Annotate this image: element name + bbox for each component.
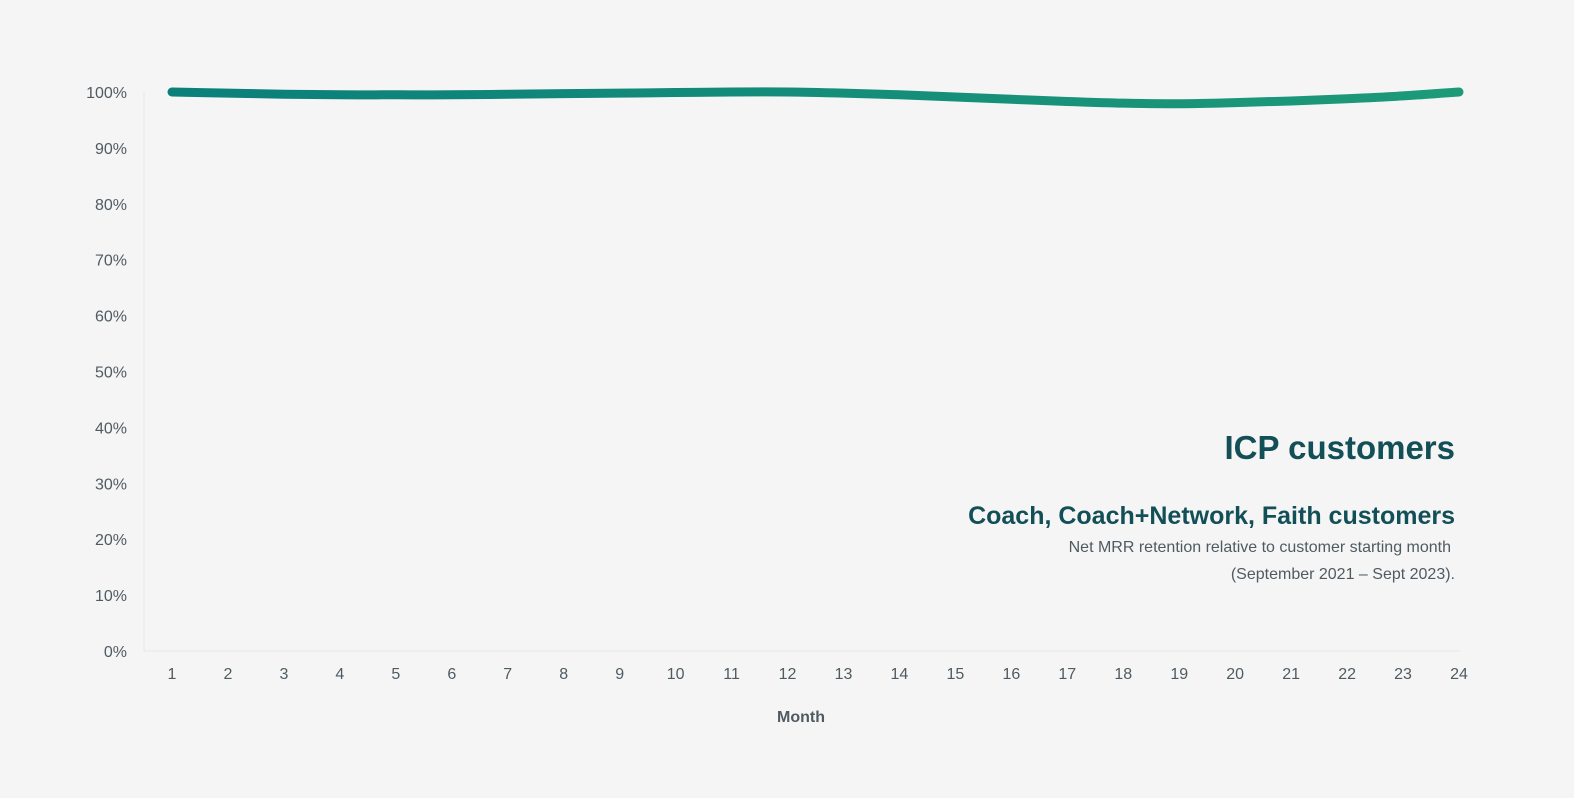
x-tick-label: 20 <box>1226 666 1244 683</box>
x-tick-label: 5 <box>391 666 400 683</box>
y-tick-label: 40% <box>95 420 127 437</box>
chart-description-line-1: Net MRR retention relative to customer s… <box>1069 539 1451 556</box>
x-tick-label: 14 <box>891 666 909 683</box>
x-tick-label: 13 <box>835 666 853 683</box>
y-tick-label: 30% <box>95 476 127 493</box>
chart-subtitle: Coach, Coach+Network, Faith customers <box>968 502 1455 530</box>
axes <box>143 92 1460 652</box>
x-tick-label: 18 <box>1114 666 1132 683</box>
y-tick-label: 90% <box>95 141 127 158</box>
x-tick-label: 23 <box>1394 666 1412 683</box>
x-tick-label: 22 <box>1338 666 1356 683</box>
x-tick-label: 15 <box>946 666 964 683</box>
series-line <box>167 87 1464 109</box>
y-tick-label: 60% <box>95 309 127 326</box>
x-tick-label: 17 <box>1058 666 1076 683</box>
x-tick-label: 12 <box>779 666 797 683</box>
x-tick-label: 11 <box>723 666 740 683</box>
y-tick-label: 100% <box>86 85 127 102</box>
x-tick-label: 4 <box>335 666 344 683</box>
y-tick-label: 50% <box>95 365 127 382</box>
y-tick-label: 70% <box>95 253 127 270</box>
y-axis-ticks: 0% 10% 20% 30% 40% 50% 60% 70% 80% 90% 100% <box>86 85 127 661</box>
x-tick-label: 19 <box>1170 666 1188 683</box>
x-tick-label: 8 <box>559 666 568 683</box>
x-axis-ticks: 1 2 3 4 5 6 7 8 9 10 11 12 13 14 15 16 17 18 19 20 21 22 23 24 <box>168 666 1468 683</box>
y-tick-label: 10% <box>95 588 127 605</box>
x-tick-label: 2 <box>224 666 233 683</box>
x-tick-label: 16 <box>1002 666 1020 683</box>
x-tick-label: 6 <box>447 666 456 683</box>
x-tick-label: 21 <box>1282 666 1300 683</box>
chart-description-line-2: (September 2021 – Sept 2023). <box>1231 566 1455 583</box>
x-tick-label: 10 <box>667 666 685 683</box>
x-tick-label: 3 <box>279 666 288 683</box>
x-tick-label: 24 <box>1450 666 1468 683</box>
x-tick-label: 9 <box>615 666 624 683</box>
x-tick-label: 7 <box>503 666 512 683</box>
y-tick-label: 20% <box>95 532 127 549</box>
y-tick-label: 0% <box>104 644 127 661</box>
series-layer <box>167 87 1464 109</box>
y-tick-label: 80% <box>95 197 127 214</box>
x-axis-label: Month <box>777 709 825 726</box>
x-tick-label: 1 <box>168 666 177 683</box>
chart-title: ICP customers <box>1225 429 1455 466</box>
